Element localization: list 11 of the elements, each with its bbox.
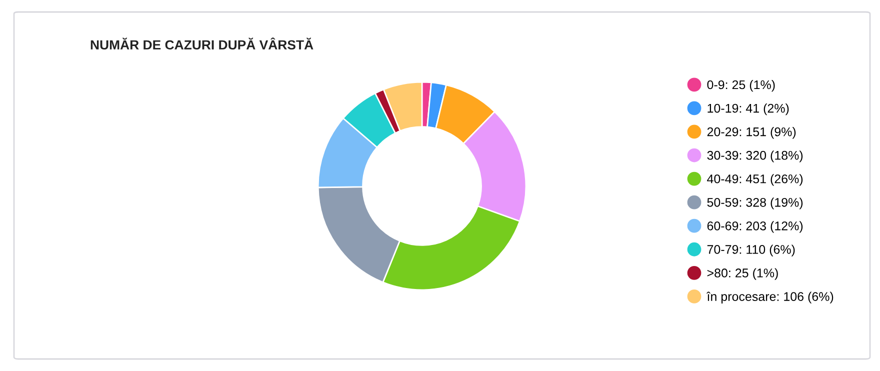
legend-label: 30-39: 320 (18%) — [707, 150, 803, 162]
legend-label: în procesare: 106 (6%) — [706, 292, 834, 304]
legend-label: 50-59: 328 (19%) — [707, 198, 803, 210]
text: NUMĂR DE CAZURI DUPĂ VÂRSTĂ — [90, 38, 314, 50]
legend-label: 70-79: 110 (6%) — [707, 244, 795, 256]
legend-label: 0-9: 25 (1%) — [707, 80, 775, 92]
legend-label: 10-19: 41 (2%) — [708, 104, 789, 116]
legend-label: 20-29: 151 (9%) — [707, 127, 796, 139]
legend-label: 40-49: 451 (26%) — [707, 174, 803, 186]
legend-label: 60-69: 203 (12%) — [707, 221, 803, 233]
legend-label: >80: 25 (1%) — [707, 268, 778, 280]
